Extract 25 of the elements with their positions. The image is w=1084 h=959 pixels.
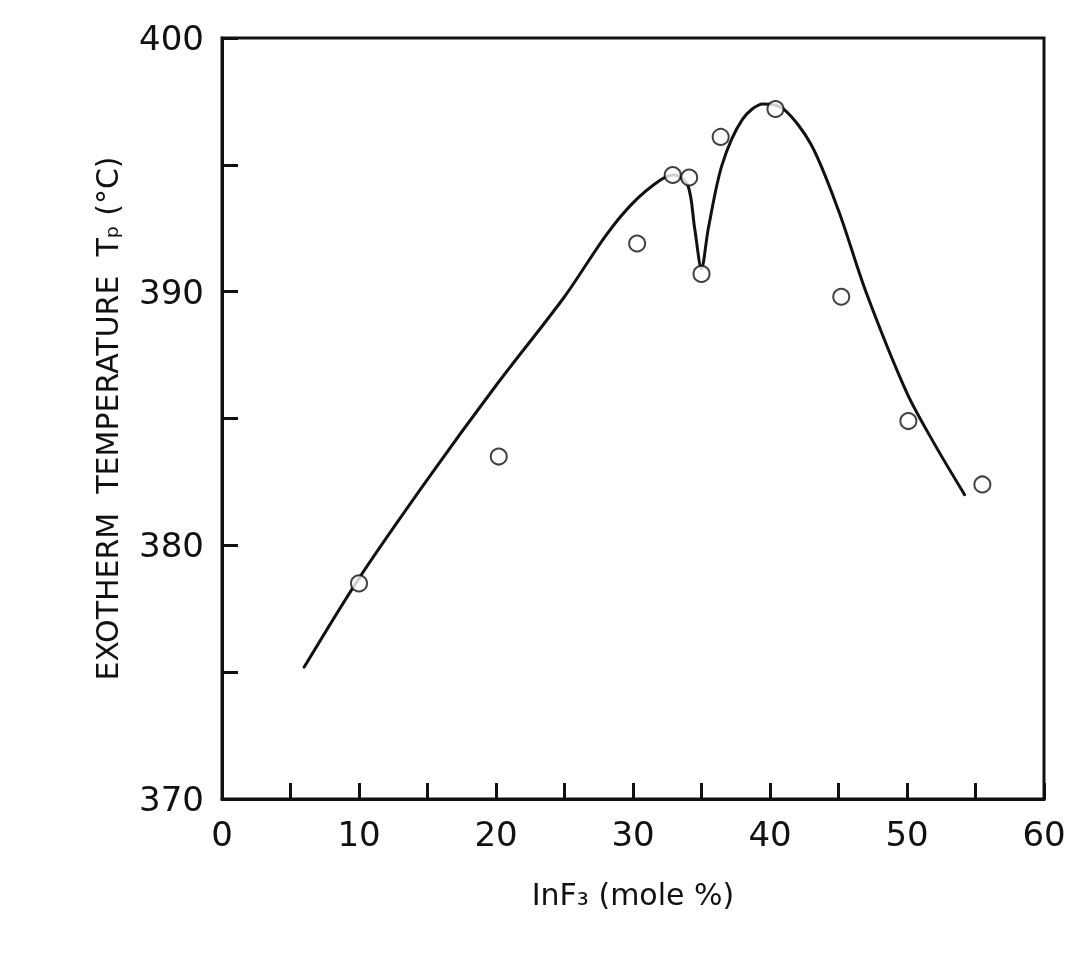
x-tick-label: 60 [1022, 814, 1066, 854]
point [489, 447, 508, 466]
point [766, 100, 785, 119]
y-tick-label: 400 [139, 18, 204, 58]
y-tick-label: 380 [139, 525, 204, 566]
x-tick-label: 20 [474, 814, 518, 854]
y-axis-title: EXOTHERM TEMPERATURE Tₚ (°C) [89, 156, 125, 681]
x-axis-title: InF₃ (mole %) [531, 876, 735, 912]
point [973, 475, 992, 494]
point [692, 264, 711, 283]
x-tick-label: 40 [748, 814, 792, 854]
point [628, 234, 647, 253]
point [350, 574, 368, 593]
point [711, 127, 730, 146]
x-tick-label: 10 [337, 814, 381, 854]
line-series [302, 102, 967, 669]
point [663, 165, 682, 184]
point [899, 412, 918, 431]
x-tick-label: 50 [885, 814, 929, 854]
y-tick-label: 370 [139, 779, 204, 819]
point [832, 287, 851, 306]
y-tick-label: 390 [139, 271, 204, 312]
point [680, 168, 699, 187]
x-tick-label: 30 [611, 814, 655, 854]
x-tick-label: 0 [211, 814, 233, 854]
